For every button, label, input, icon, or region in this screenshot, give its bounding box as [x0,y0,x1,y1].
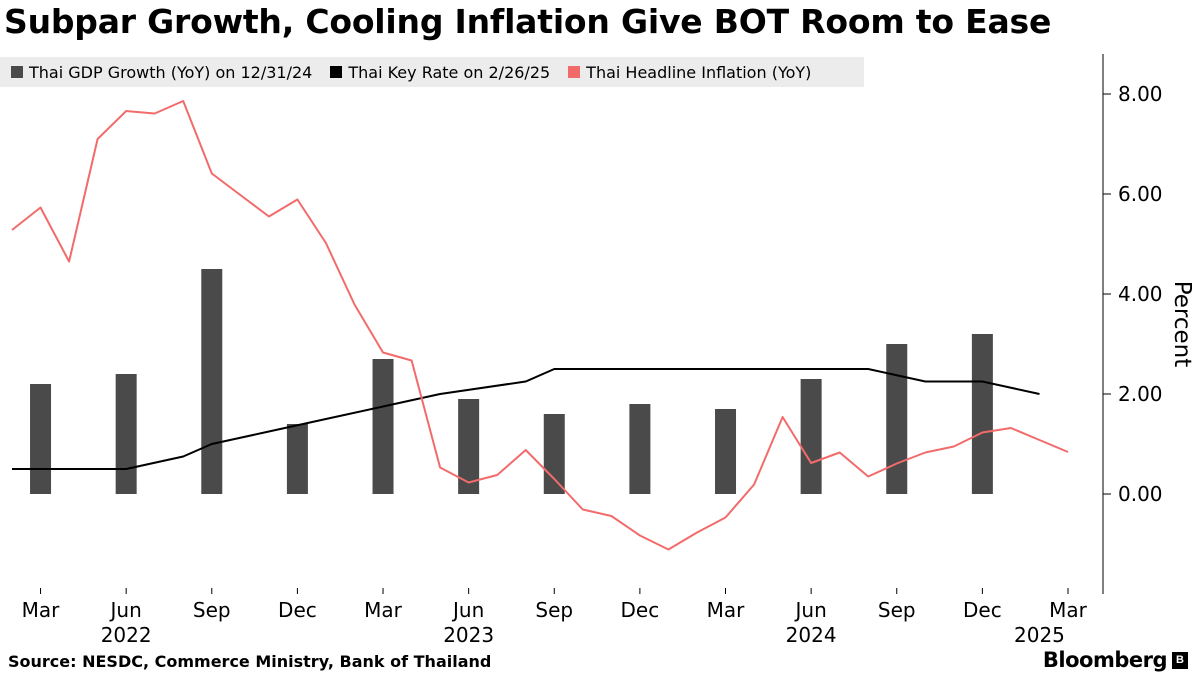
gdp-bar [629,404,651,494]
gdp-bar [286,424,308,494]
x-tick-label: Mar [1049,598,1088,622]
legend-swatch-inflation [568,66,581,78]
x-year-label: 2022 [101,623,152,647]
legend-label-key-rate: Thai Key Rate on 2/26/25 [348,62,551,82]
legend-item-gdp[interactable]: Thai GDP Growth (YoY) on 12/31/24 [11,63,312,82]
x-tick-label: Dec [963,598,1002,622]
x-tick-label: Jun [109,598,142,622]
gdp-bar [971,334,993,494]
gdp-bar [458,399,480,494]
y-tick-label: 4.00 [1118,282,1163,306]
legend-swatch-key-rate [330,66,343,78]
gdp-bar [886,344,908,494]
x-year-label: 2024 [786,623,837,647]
gdp-bar [201,269,223,494]
x-tick-label: Sep [878,598,916,622]
brand-logo: Bloomberg B [1043,648,1188,672]
y-tick-label: 6.00 [1118,182,1163,206]
x-tick-label: Sep [193,598,231,622]
x-tick-label: Jun [451,598,484,622]
x-tick-label: Sep [535,598,573,622]
legend-item-key-rate[interactable]: Thai Key Rate on 2/26/25 [330,63,550,82]
key-rate-line [12,368,1040,470]
y-axis-label: Percent [1169,281,1195,368]
x-tick-label: Mar [364,598,403,622]
bloomberg-terminal-icon: B [1172,651,1188,669]
x-tick-label: Dec [278,598,317,622]
source-note: Source: NESDC, Commerce Ministry, Bank o… [8,652,492,671]
gdp-bar [800,379,822,494]
y-tick-label: 2.00 [1118,382,1163,406]
legend: Thai GDP Growth (YoY) on 12/31/24 Thai K… [0,57,864,87]
x-tick-label: Dec [621,598,660,622]
legend-label-gdp: Thai GDP Growth (YoY) on 12/31/24 [29,62,313,82]
x-year-label: 2025 [1014,623,1065,647]
inflation-line [11,100,1069,551]
x-tick-label: Mar [22,598,61,622]
legend-swatch-gdp [11,66,23,78]
x-axis: Mar Jun Sep Dec Mar Jun Sep Dec Mar Jun Sep Dec Mar2… [22,588,1088,647]
series-lines [11,100,1069,551]
chart-title: Subpar Growth, Cooling Inflation Give BO… [4,2,1052,41]
brand-name: Bloomberg [1042,648,1168,672]
gdp-bar [715,409,737,494]
y-tick-label: 0.00 [1118,482,1163,506]
legend-item-inflation[interactable]: Thai Headline Inflation (YoY) [568,63,811,82]
legend-label-inflation: Thai Headline Inflation (YoY) [586,62,812,82]
gdp-bar [30,384,52,494]
y-axis: 8.00 6.00 4.00 2.00 0.00 Percent [1102,54,1195,594]
gdp-bar [115,374,137,494]
x-year-label: 2023 [443,623,494,647]
gdp-bar [372,359,394,494]
x-tick-label: Mar [707,598,746,622]
y-tick-label: 8.00 [1118,82,1163,106]
gdp-bar [543,414,565,494]
x-tick-label: Jun [794,598,827,622]
